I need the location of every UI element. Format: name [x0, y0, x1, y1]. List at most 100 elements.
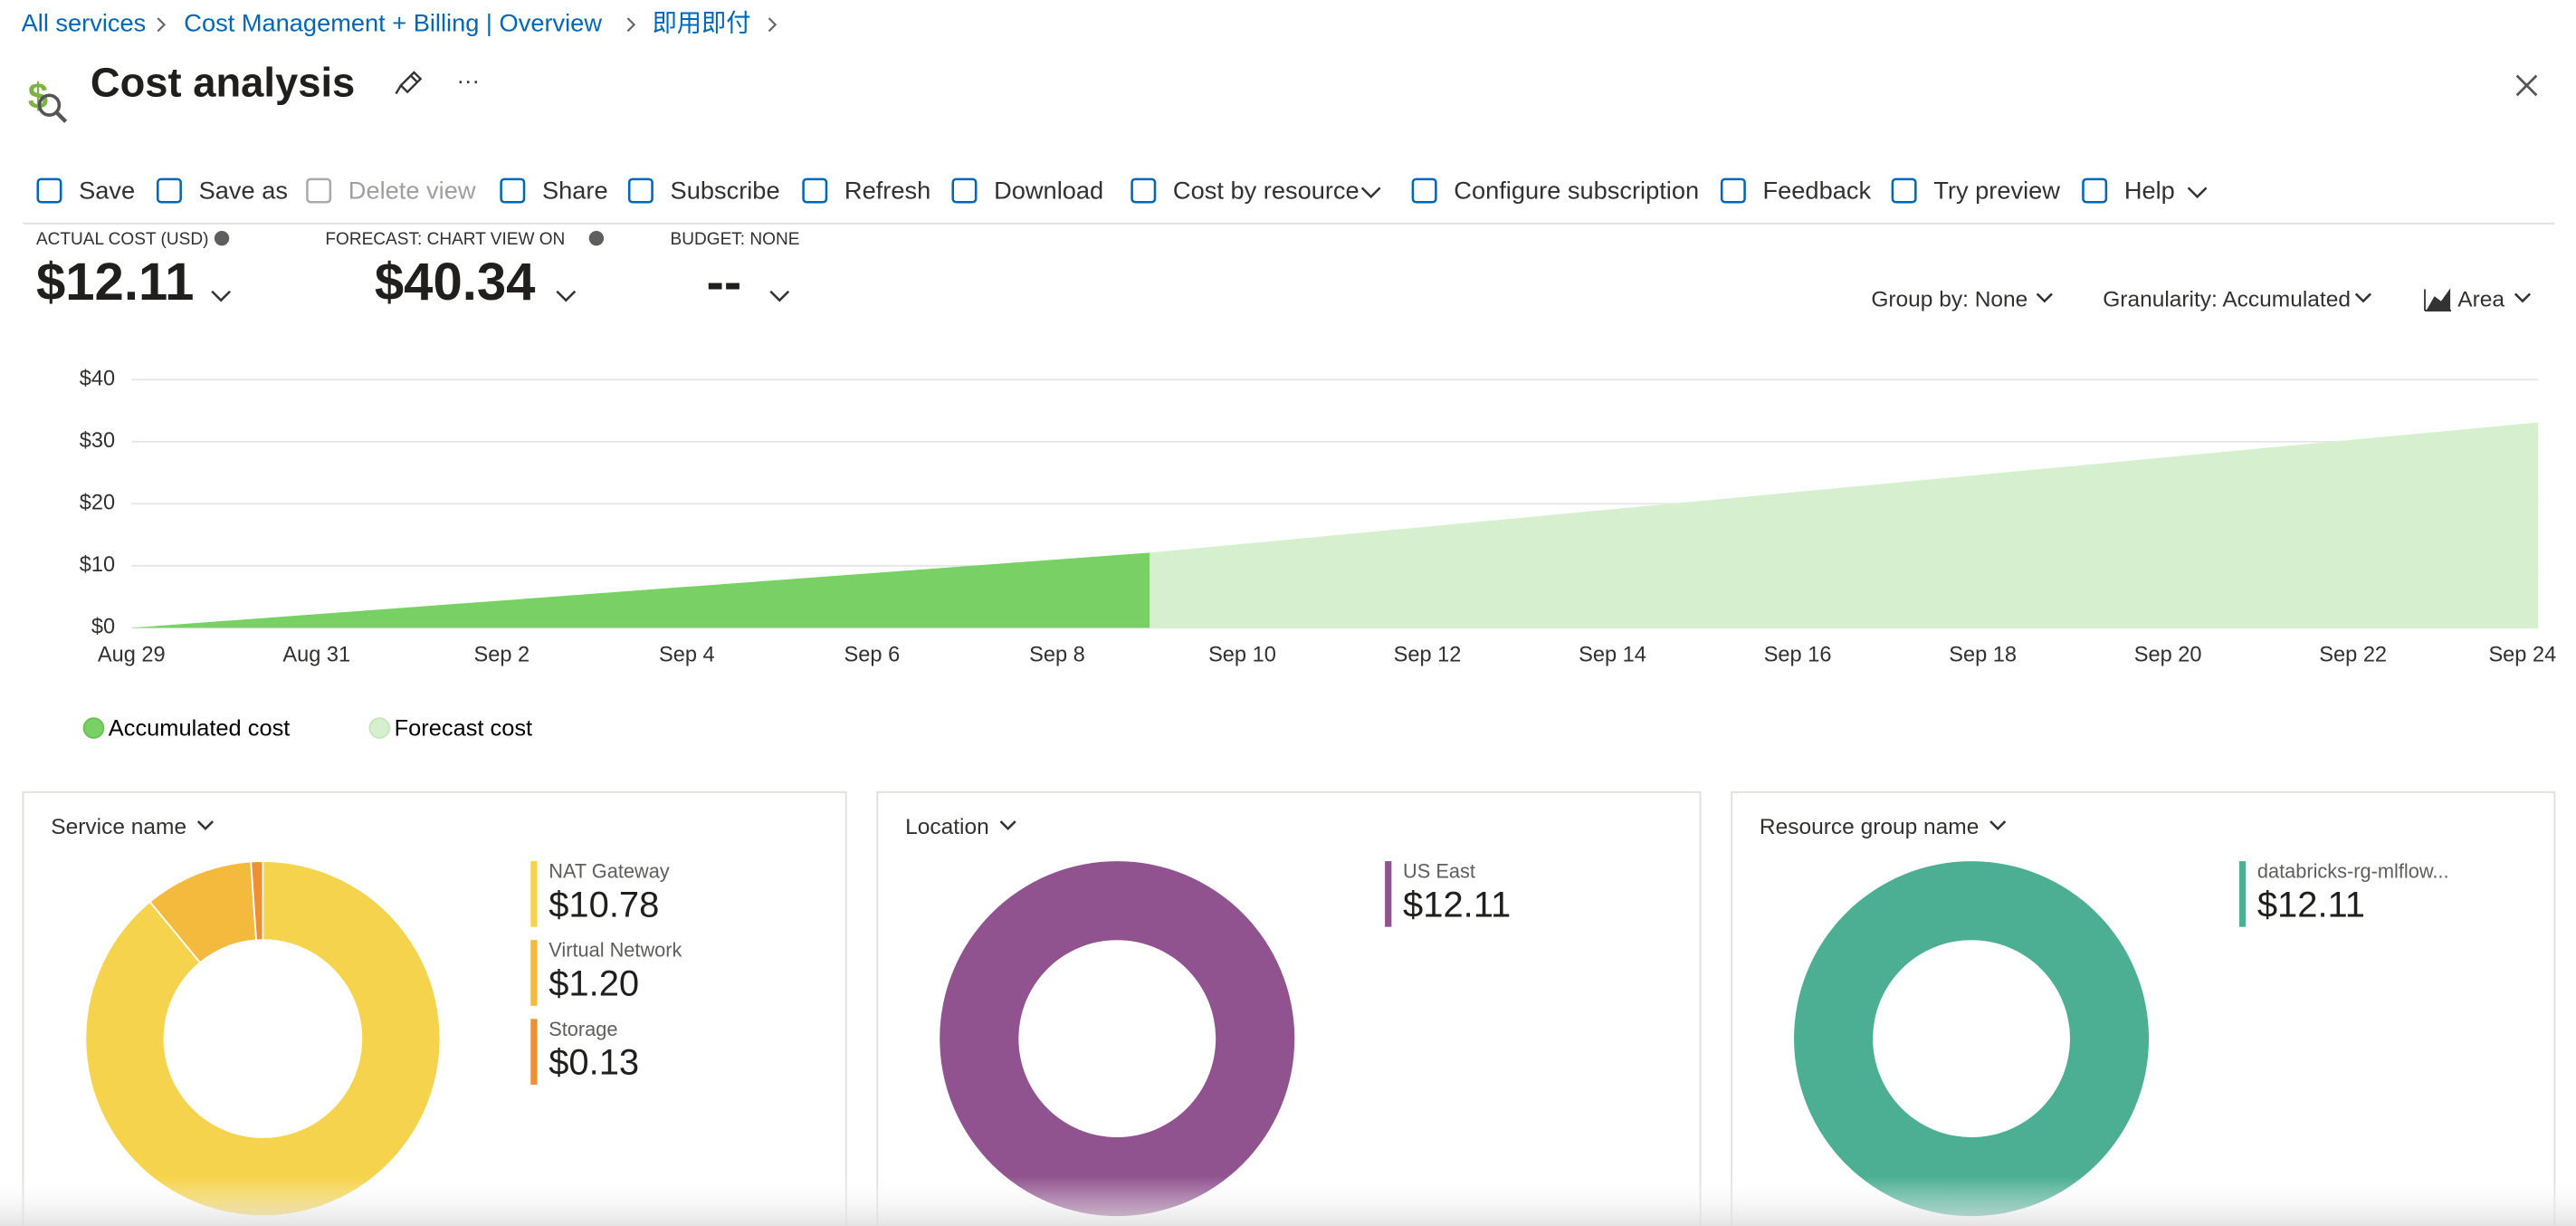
button-icon [157, 177, 182, 204]
button-label: Save as [199, 177, 288, 205]
area [1150, 422, 2539, 628]
more-icon[interactable]: ··· [457, 68, 480, 93]
toolbar-button[interactable]: Delete view [306, 177, 476, 205]
separator [157, 17, 167, 33]
info-icon [214, 231, 230, 246]
legend-value: $1.20 [549, 964, 639, 1004]
chevron [2187, 187, 2208, 199]
area [131, 552, 1150, 628]
toolbar-button[interactable]: Save as [157, 177, 288, 205]
legend-value: $0.13 [549, 1043, 639, 1083]
control-dropdown[interactable]: Group by: None [1871, 288, 2027, 312]
button-icon [500, 177, 526, 204]
legend-bar [530, 1019, 538, 1085]
close-button[interactable] [2515, 74, 2538, 97]
card-title[interactable]: Location [905, 815, 989, 839]
button-icon [2082, 177, 2108, 204]
card: Resource group name databricks-rg-mlflow.… [1731, 790, 2556, 1226]
kpi-label: ACTUAL COST (USD) [36, 230, 209, 249]
card-title[interactable]: Resource group name [1760, 815, 1979, 839]
button-icon [802, 177, 828, 204]
toolbar-button[interactable]: Refresh [802, 177, 931, 205]
page-title: Cost analysis [91, 59, 355, 105]
donut-slice [250, 860, 264, 942]
card-title[interactable]: Service name [51, 815, 186, 839]
button-label: Help [2124, 177, 2175, 205]
legend-label[interactable]: Forecast cost [395, 716, 532, 742]
legend-label[interactable]: Accumulated cost [109, 716, 291, 742]
legend-bar [530, 940, 538, 1006]
button-icon [306, 177, 332, 204]
button-label: Feedback [1763, 177, 1872, 205]
info-icon [588, 231, 605, 246]
x-tick-label: Sep 14 [1579, 642, 1646, 666]
chevron [999, 820, 1016, 831]
button-label: Try preview [1933, 177, 2060, 205]
x-tick-label: Sep 22 [2319, 642, 2387, 666]
legend-swatch [82, 717, 105, 739]
chevron [1989, 820, 2007, 831]
x-tick-label: Sep 10 [1208, 642, 1276, 666]
x-tick-label: Sep 12 [1394, 642, 1462, 666]
chevron [2036, 292, 2053, 303]
x-tick-label: Sep 8 [1029, 642, 1085, 666]
toolbar-button[interactable]: Help [2082, 177, 2175, 205]
toolbar-button[interactable]: Cost by resource [1131, 177, 1360, 205]
button-label: Download [994, 177, 1103, 205]
area-icon [2424, 288, 2452, 311]
breadcrumb[interactable]: Cost Management + Billing | Overview [184, 8, 602, 36]
button-label: Delete view [348, 177, 476, 205]
x-tick-label: Sep 20 [2134, 642, 2202, 666]
legend-bar [2238, 861, 2247, 927]
button-icon [1411, 177, 1437, 204]
legend-value: $12.11 [2257, 885, 2365, 924]
y-tick-label: $30 [80, 428, 115, 452]
toolbar-button[interactable]: Download [951, 177, 1103, 205]
y-tick-label: $20 [80, 491, 115, 514]
button-label: Save [79, 177, 135, 205]
x-tick-label: Aug 29 [98, 642, 166, 666]
toolbar-button[interactable]: Configure subscription [1411, 177, 1699, 205]
x-tick-label: Sep 6 [844, 642, 901, 666]
control-dropdown[interactable]: Area [2457, 288, 2504, 312]
chevron [2514, 292, 2532, 303]
legend-swatch [368, 717, 391, 739]
x-tick-label: Sep 18 [1949, 642, 2017, 666]
x-tick-label: Sep 2 [473, 642, 530, 666]
legend-name: US East [1403, 860, 1475, 883]
breadcrumb[interactable]: 即用即付 [653, 8, 751, 36]
toolbar-button[interactable]: Share [500, 177, 608, 205]
legend-name: NAT Gateway [549, 860, 670, 883]
button-icon [1720, 177, 1746, 204]
chevron [1360, 187, 1381, 199]
legend-value: $12.11 [1403, 885, 1511, 924]
button-label: Share [542, 177, 608, 205]
donut-slice [84, 860, 442, 1218]
toolbar-button[interactable]: Subscribe [627, 177, 780, 205]
scroll-shadow [0, 1176, 2576, 1226]
chevron [769, 290, 790, 302]
x-tick-label: Sep 24 [2488, 642, 2556, 666]
chevron [196, 820, 215, 831]
donut-slice [1794, 861, 2150, 1217]
y-tick-label: $0 [91, 615, 115, 638]
donut-slice [940, 861, 1295, 1217]
pin-icon[interactable] [395, 71, 423, 95]
y-tick-label: $40 [80, 367, 115, 390]
toolbar-button[interactable]: Feedback [1720, 177, 1872, 205]
kpi-label: FORECAST: CHART VIEW ON [325, 230, 565, 249]
app-icon: $ [28, 76, 68, 123]
legend-name: Storage [549, 1018, 617, 1040]
toolbar-button[interactable]: Try preview [1891, 177, 2060, 205]
breadcrumb[interactable]: All services [22, 8, 147, 36]
legend-name: Virtual Network [549, 939, 682, 962]
button-icon [1131, 177, 1157, 204]
button-icon [627, 177, 654, 204]
control-dropdown[interactable]: Granularity: Accumulated [2103, 288, 2351, 312]
kpi-value: $40.34 [375, 253, 536, 311]
button-label: Subscribe [671, 177, 780, 205]
kpi-value: -- [706, 253, 741, 311]
toolbar-button[interactable]: Save [36, 177, 135, 205]
